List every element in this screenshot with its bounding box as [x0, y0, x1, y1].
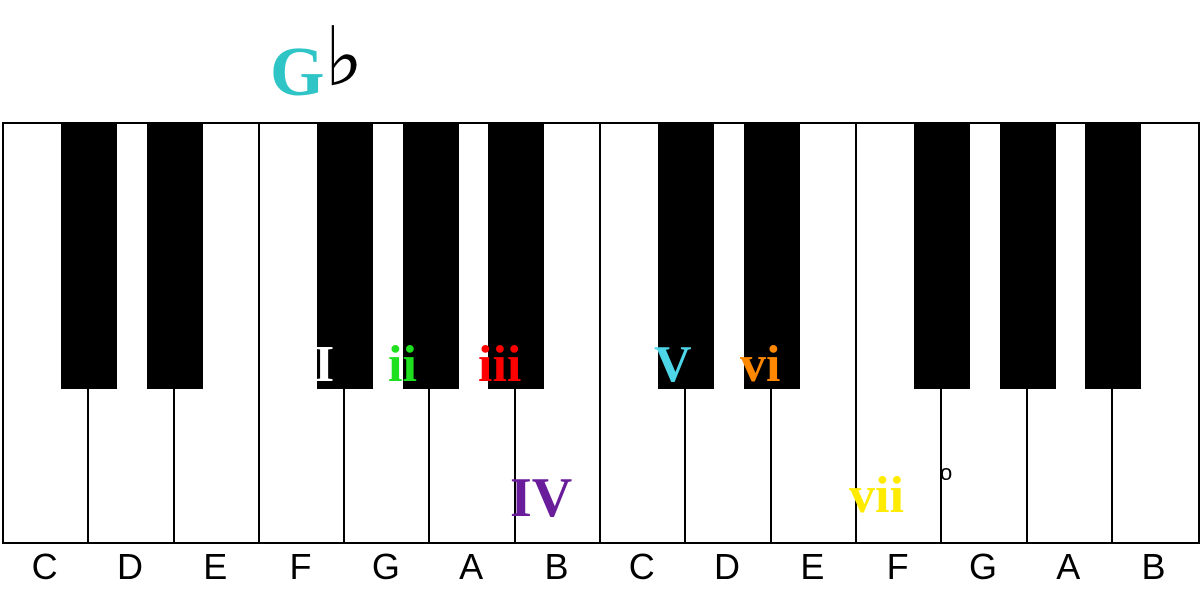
title-letter: G	[270, 34, 324, 111]
roman-numeral: vii	[849, 466, 904, 525]
diagram-container: G♭ CDEFGABCDEFGABIiiiiiIVVviviio	[0, 0, 1200, 596]
white-key-label: D	[87, 546, 172, 588]
black-key	[61, 124, 117, 389]
white-key-label: E	[770, 546, 855, 588]
white-key-label: E	[173, 546, 258, 588]
roman-numeral: V	[654, 335, 692, 394]
white-key-label: B	[1111, 546, 1196, 588]
white-key-label: G	[940, 546, 1025, 588]
roman-numeral: I	[314, 335, 334, 394]
black-key	[1000, 124, 1056, 389]
title-accidental: ♭	[324, 12, 363, 103]
black-key	[147, 124, 203, 389]
diminished-symbol: o	[940, 460, 952, 486]
roman-numeral: IV	[510, 466, 572, 530]
piano-keyboard	[2, 122, 1200, 544]
white-key-label: C	[599, 546, 684, 588]
roman-numeral: vi	[740, 335, 780, 394]
white-key-label: F	[258, 546, 343, 588]
white-key-label: C	[2, 546, 87, 588]
white-key-label: A	[429, 546, 514, 588]
black-key	[1085, 124, 1141, 389]
white-key-label: B	[514, 546, 599, 588]
roman-numeral: iii	[478, 335, 521, 394]
white-key-label: A	[1026, 546, 1111, 588]
white-key-label: D	[684, 546, 769, 588]
white-key-label: F	[855, 546, 940, 588]
black-key	[914, 124, 970, 389]
key-title: G♭	[270, 20, 363, 115]
roman-numeral: ii	[388, 335, 417, 394]
white-key-label: G	[343, 546, 428, 588]
